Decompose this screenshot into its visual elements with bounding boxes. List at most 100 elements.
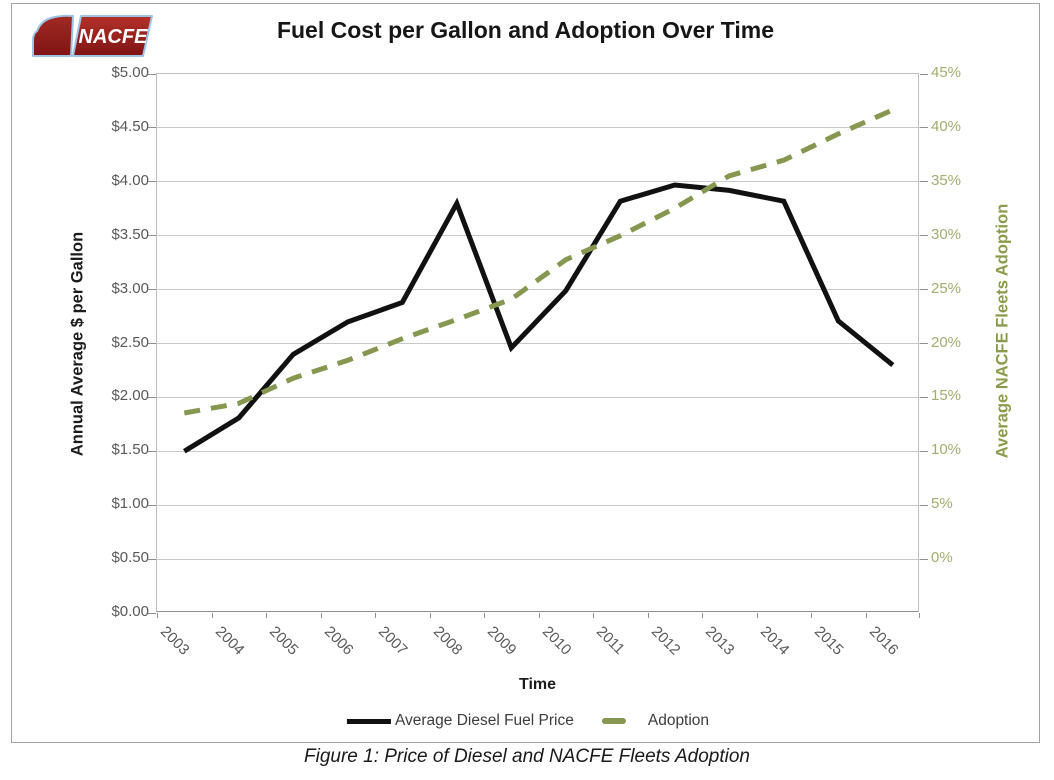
x-axis-tick-label: 2012: [647, 623, 684, 659]
right-axis-tick: [920, 73, 928, 75]
left-axis-tick-label: $3.50: [111, 225, 149, 243]
left-axis-tick: [148, 289, 156, 291]
right-axis-tick-label: 40%: [931, 117, 962, 135]
left-axis-tick: [148, 558, 156, 560]
truck-cab-icon: [32, 14, 74, 57]
left-axis-tick-label: $0.50: [111, 549, 149, 567]
left-axis-tick-label: $3.00: [111, 279, 149, 297]
x-axis-tick-labels: 2003 2004 2005 2006 2007 2008 2009 2010 2011 2012…: [156, 617, 919, 677]
left-axis-tick: [148, 235, 156, 237]
left-axis-tick: [148, 181, 156, 183]
x-axis-tick-label: 2016: [865, 623, 902, 659]
left-axis-tick-label: $1.50: [111, 441, 149, 459]
right-axis-tick-label: 35%: [931, 171, 962, 189]
x-axis-tick-label: 2013: [702, 623, 738, 659]
diesel-line-swatch-icon: [346, 718, 391, 724]
right-axis-tick-label: 30%: [931, 225, 962, 243]
chart-frame: NACFE Fuel Cost per Gallon and Adoption …: [11, 3, 1040, 743]
left-axis-tick-label: $2.00: [111, 387, 149, 405]
x-axis-tick-label: 2007: [375, 623, 411, 659]
right-axis-tick: [920, 181, 928, 183]
series-plot: [182, 107, 895, 454]
logo-plate: [72, 15, 153, 57]
left-axis-tick: [148, 396, 156, 398]
right-axis-tick: [920, 127, 928, 129]
x-axis-tick: [211, 613, 213, 618]
nacfe-logo: NACFE: [29, 12, 155, 65]
right-axis-tick-label: 10%: [931, 441, 962, 459]
x-axis-tick-label: 2009: [484, 623, 520, 659]
left-axis-tick-label: $1.00: [111, 495, 149, 513]
left-axis-tick: [148, 73, 156, 75]
logo-text: NACFE: [79, 26, 149, 48]
gridline: [157, 289, 920, 291]
right-axis-tick: [920, 343, 928, 344]
right-axis-tick: [920, 450, 928, 452]
x-axis-title: Time: [518, 676, 557, 693]
x-axis-tick-label: 2004: [211, 623, 248, 659]
x-axis-tick-label: 2010: [538, 623, 575, 659]
left-axis-tick: [148, 343, 156, 344]
x-axis-tick: [702, 613, 703, 618]
x-axis-tick: [266, 613, 267, 618]
x-axis-tick: [593, 613, 594, 618]
right-axis-tick-label: 45%: [931, 64, 962, 81]
left-axis-tick: [148, 612, 156, 614]
gridline: [157, 558, 920, 560]
x-axis-tick: [538, 613, 540, 618]
x-axis-tick: [429, 613, 431, 618]
left-axis-tick-label: $4.00: [111, 171, 149, 189]
left-axis-tick: [148, 450, 156, 452]
chart-title: Fuel Cost per Gallon and Adoption Over T…: [276, 17, 775, 43]
legend-label-diesel: Average Diesel Fuel Price: [394, 712, 574, 729]
right-axis-tick: [920, 235, 928, 237]
x-axis-tick: [756, 613, 758, 618]
x-axis-tick: [320, 613, 322, 618]
plot-area: [148, 73, 928, 618]
right-axis-tick-labels: 45% 40% 35% 30% 25% 20% 15% 10% 5% 0%: [931, 64, 1031, 612]
gridline: [157, 181, 920, 183]
right-axis-tick: [920, 396, 928, 398]
gridline: [157, 235, 920, 237]
x-axis-tick: [811, 613, 812, 618]
nacfe-logo-graphic: NACFE: [32, 14, 153, 57]
right-axis-tick-label: 0%: [931, 549, 953, 567]
x-axis-tick: [919, 613, 920, 618]
diesel-price-line: [182, 182, 895, 454]
left-axis-tick-label: $0.00: [111, 603, 149, 620]
right-axis-tick-label: 20%: [931, 333, 962, 351]
right-axis-tick-label: 15%: [931, 387, 962, 405]
x-axis-tick: [375, 613, 376, 618]
x-axis-tick-label: 2003: [157, 623, 193, 659]
x-axis-tick-label: 2015: [811, 623, 847, 659]
right-axis-tick-label: 25%: [931, 279, 962, 297]
x-axis-tick-label: 2005: [266, 623, 302, 659]
gridline: [157, 504, 920, 506]
legend-label-adoption: Adoption: [647, 712, 710, 729]
gridline: [157, 343, 920, 344]
legend: Average Diesel Fuel Price Adoption: [346, 712, 710, 730]
right-axis-tick: [920, 504, 928, 506]
left-axis-tick: [148, 127, 156, 129]
adoption-dash-swatch-icon: [601, 718, 626, 724]
figure-caption: Figure 1: Price of Diesel and NACFE Flee…: [304, 746, 750, 767]
left-axis-tick-label: $2.50: [111, 333, 149, 351]
left-axis-tick-labels: $5.00 $4.50 $4.00 $3.50 $3.00 $2.50 $2.00 $1.50…: [12, 64, 149, 620]
gridline: [157, 127, 920, 129]
left-axis-tick: [148, 504, 156, 506]
gridline: [157, 396, 920, 398]
left-axis-tick-label: $5.00: [111, 64, 149, 81]
gridline: [157, 450, 920, 452]
x-axis-tick-label: 2014: [756, 623, 793, 659]
right-axis-tick: [920, 558, 928, 560]
adoption-line: [183, 107, 894, 416]
x-axis-tick: [647, 613, 649, 618]
x-axis-tick: [865, 613, 867, 618]
x-axis-tick: [157, 613, 158, 618]
x-axis-tick-label: 2006: [320, 623, 357, 659]
x-axis-tick-label: 2008: [429, 623, 466, 659]
x-axis-tick-label: 2011: [593, 623, 629, 658]
left-axis-tick-label: $4.50: [111, 117, 149, 135]
right-axis-tick: [920, 289, 928, 291]
right-axis-tick-label: 5%: [931, 495, 953, 513]
